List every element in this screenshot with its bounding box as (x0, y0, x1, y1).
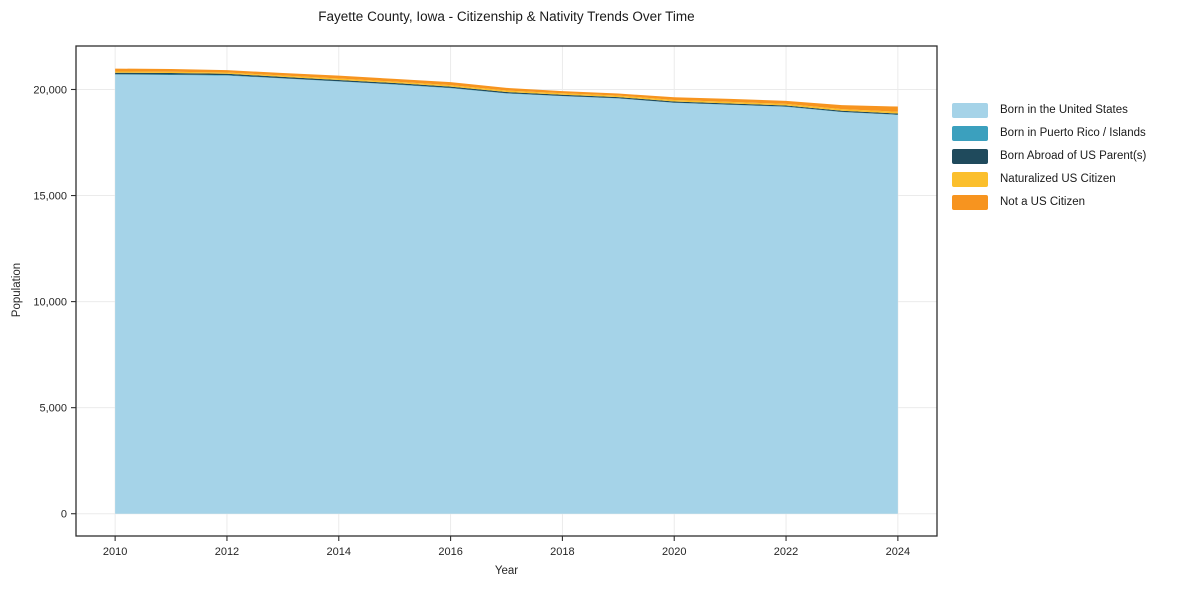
x-tick-label: 2020 (662, 546, 686, 558)
legend-label: Born Abroad of US Parent(s) (1000, 150, 1147, 162)
y-tick-label: 5,000 (39, 403, 67, 415)
area-series-not-a-us-citizen (115, 68, 898, 112)
y-axis-label: Population (11, 262, 23, 318)
y-tick-label: 0 (61, 509, 67, 521)
x-tick-label: 2022 (774, 546, 798, 558)
legend-label: Born in the United States (1000, 104, 1128, 116)
x-tick-label: 2018 (550, 546, 574, 558)
legend-item: Born Abroad of US Parent(s) (952, 148, 1146, 164)
area-series-born-in-the-united-states (115, 74, 898, 514)
y-tick-label: 10,000 (33, 297, 67, 309)
legend-swatch-born-us (952, 102, 988, 118)
legend: Born in the United States Born in Puerto… (952, 102, 1146, 210)
legend-item: Born in Puerto Rico / Islands (952, 125, 1146, 141)
x-tick-label: 2010 (103, 546, 127, 558)
legend-swatch-not-citizen (952, 194, 988, 210)
legend-label: Not a US Citizen (1000, 196, 1086, 208)
x-tick-label: 2012 (215, 546, 239, 558)
legend-swatch-born-abroad (952, 148, 988, 164)
axes-frame (75, 45, 938, 537)
legend-label: Born in Puerto Rico / Islands (1000, 127, 1146, 139)
legend-item: Born in the United States (952, 102, 1146, 118)
legend-label: Naturalized US Citizen (1000, 173, 1116, 185)
legend-item: Naturalized US Citizen (952, 171, 1146, 187)
legend-swatch-naturalized (952, 171, 988, 187)
x-axis-label: Year (494, 565, 519, 577)
y-tick-label: 20,000 (33, 84, 67, 96)
legend-swatch-puerto-rico (952, 125, 988, 141)
x-tick-label: 2024 (886, 546, 910, 558)
y-tick-label: 15,000 (33, 191, 67, 203)
x-tick-label: 2014 (327, 546, 351, 558)
x-tick-label: 2016 (438, 546, 462, 558)
chart-title: Fayette County, Iowa - Citizenship & Nat… (318, 9, 695, 24)
legend-item: Not a US Citizen (952, 194, 1146, 210)
